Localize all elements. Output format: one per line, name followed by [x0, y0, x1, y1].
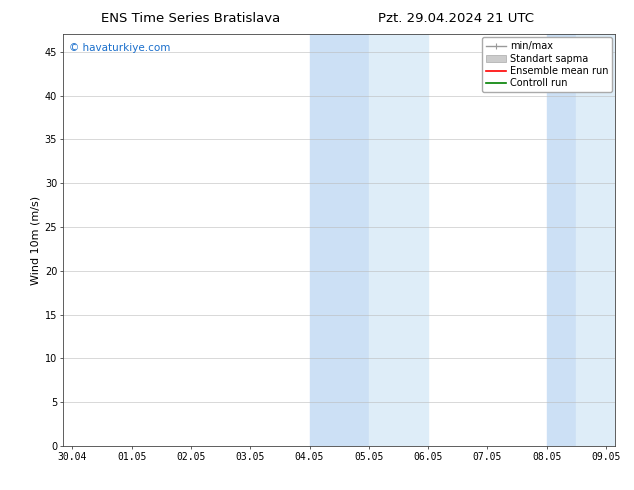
Text: ENS Time Series Bratislava: ENS Time Series Bratislava [101, 12, 280, 25]
Bar [547, 34, 576, 446]
Bar [309, 34, 369, 446]
Legend: min/max, Standart sapma, Ensemble mean run, Controll run: min/max, Standart sapma, Ensemble mean r… [482, 37, 612, 92]
Y-axis label: Wind 10m (m/s): Wind 10m (m/s) [30, 196, 41, 285]
Bar [576, 34, 615, 446]
Bar [369, 34, 428, 446]
Text: Pzt. 29.04.2024 21 UTC: Pzt. 29.04.2024 21 UTC [378, 12, 534, 25]
Text: © havaturkiye.com: © havaturkiye.com [69, 43, 171, 52]
